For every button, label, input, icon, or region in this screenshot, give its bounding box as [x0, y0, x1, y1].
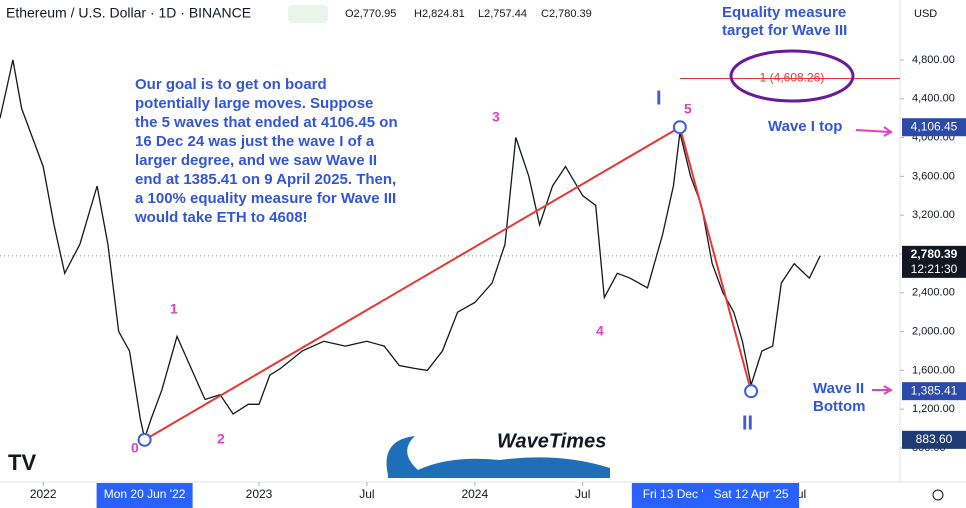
annotation: would take ETH to 4608! [134, 209, 308, 226]
target-label: 1 (4,608.26) [760, 71, 825, 85]
logo: WaveTimes [386, 430, 610, 478]
x-tick-label: Jul [575, 487, 590, 501]
y-tick-label: 2,000.00 [912, 325, 955, 337]
degree-label: II [742, 412, 753, 434]
y-tick-label: 1,200.00 [912, 403, 955, 415]
price-tag-label: 883.60 [916, 432, 953, 446]
price-tag [902, 118, 966, 137]
wave-label: 5 [684, 101, 692, 117]
wave-label: 1 [170, 301, 178, 317]
symbol-title: Ethereum / U.S. Dollar · 1D · BINANCE [6, 5, 251, 21]
annotation: Wave II [813, 380, 864, 397]
last-price-tag [902, 245, 966, 278]
y-tick-label: 2,400.00 [912, 287, 955, 299]
y-tick-label: 3,200.00 [912, 209, 955, 221]
highlight-ellipse [729, 49, 855, 103]
annotation: target for Wave III [722, 22, 847, 39]
annotation: larger degree, and we saw Wave II [135, 152, 377, 169]
x-tick-label: Jul [359, 487, 374, 501]
price-tag-label: 4,106.45 [911, 119, 958, 133]
wave-label: 3 [492, 109, 500, 125]
pivot-marker [137, 432, 152, 447]
overlay: 1 (4,608.26) Ethereum / U.S. Dollar · 1D… [6, 4, 944, 501]
currency: USD [914, 8, 937, 20]
annotation: potentially large moves. Suppose [135, 95, 373, 112]
logo-text: WaveTimes [497, 430, 606, 452]
annotation: Bottom [813, 398, 866, 415]
annotation: the 5 waves that ended at 4106.45 on [135, 114, 398, 131]
indicator-badge [288, 5, 328, 23]
date-tag-label: Fri 13 Dec '24 [643, 487, 718, 501]
ohlc: H2,824.81 [414, 8, 465, 20]
annotation: a 100% equality measure for Wave III [135, 190, 396, 207]
date-tag [96, 483, 193, 508]
annotation: Wave I top [768, 118, 842, 135]
y-tick-label: 3,600.00 [912, 170, 955, 182]
price-tag [902, 430, 966, 449]
x-tick-label: 2022 [30, 487, 57, 501]
x-tick-label: 2023 [246, 487, 273, 501]
annotation: 16 Dec 24 was just the wave I of a [135, 133, 375, 150]
countdown: 12:21:30 [911, 262, 958, 276]
date-tag-label: Mon 20 Jun '22 [104, 487, 186, 501]
logo-wave [386, 436, 610, 478]
x-tick-label: 2024 [461, 487, 488, 501]
degree-label: I [656, 87, 662, 109]
arrow [855, 126, 894, 395]
annotation: end at 1385.41 on 9 April 2025. Then, [135, 171, 396, 188]
wave-label: 4 [596, 323, 604, 339]
ohlc: O2,770.95 [345, 8, 396, 20]
settings-icon[interactable] [932, 489, 944, 501]
ohlc: C2,780.39 [541, 8, 592, 20]
tv-logo: TV [8, 450, 36, 475]
date-tag [703, 483, 800, 508]
date-tag-label: Sat 12 Apr '25 [714, 487, 789, 501]
price-tag-label: 1,385.41 [911, 383, 958, 397]
annotation: Our goal is to get on board [135, 76, 327, 93]
y-tick-label: 4,800.00 [912, 54, 955, 66]
pivot-marker [744, 384, 759, 399]
y-tick-label: 4,400.00 [912, 93, 955, 105]
y-tick-label: 1,600.00 [912, 364, 955, 376]
price-tag [902, 382, 966, 401]
pivot-marker [672, 120, 687, 135]
wave-label: 0 [131, 440, 139, 456]
last-price-label: 2,780.39 [911, 247, 958, 261]
wave-label: 2 [217, 431, 225, 447]
ohlc: L2,757.44 [478, 8, 527, 20]
annotation: Equality measure [722, 4, 846, 21]
